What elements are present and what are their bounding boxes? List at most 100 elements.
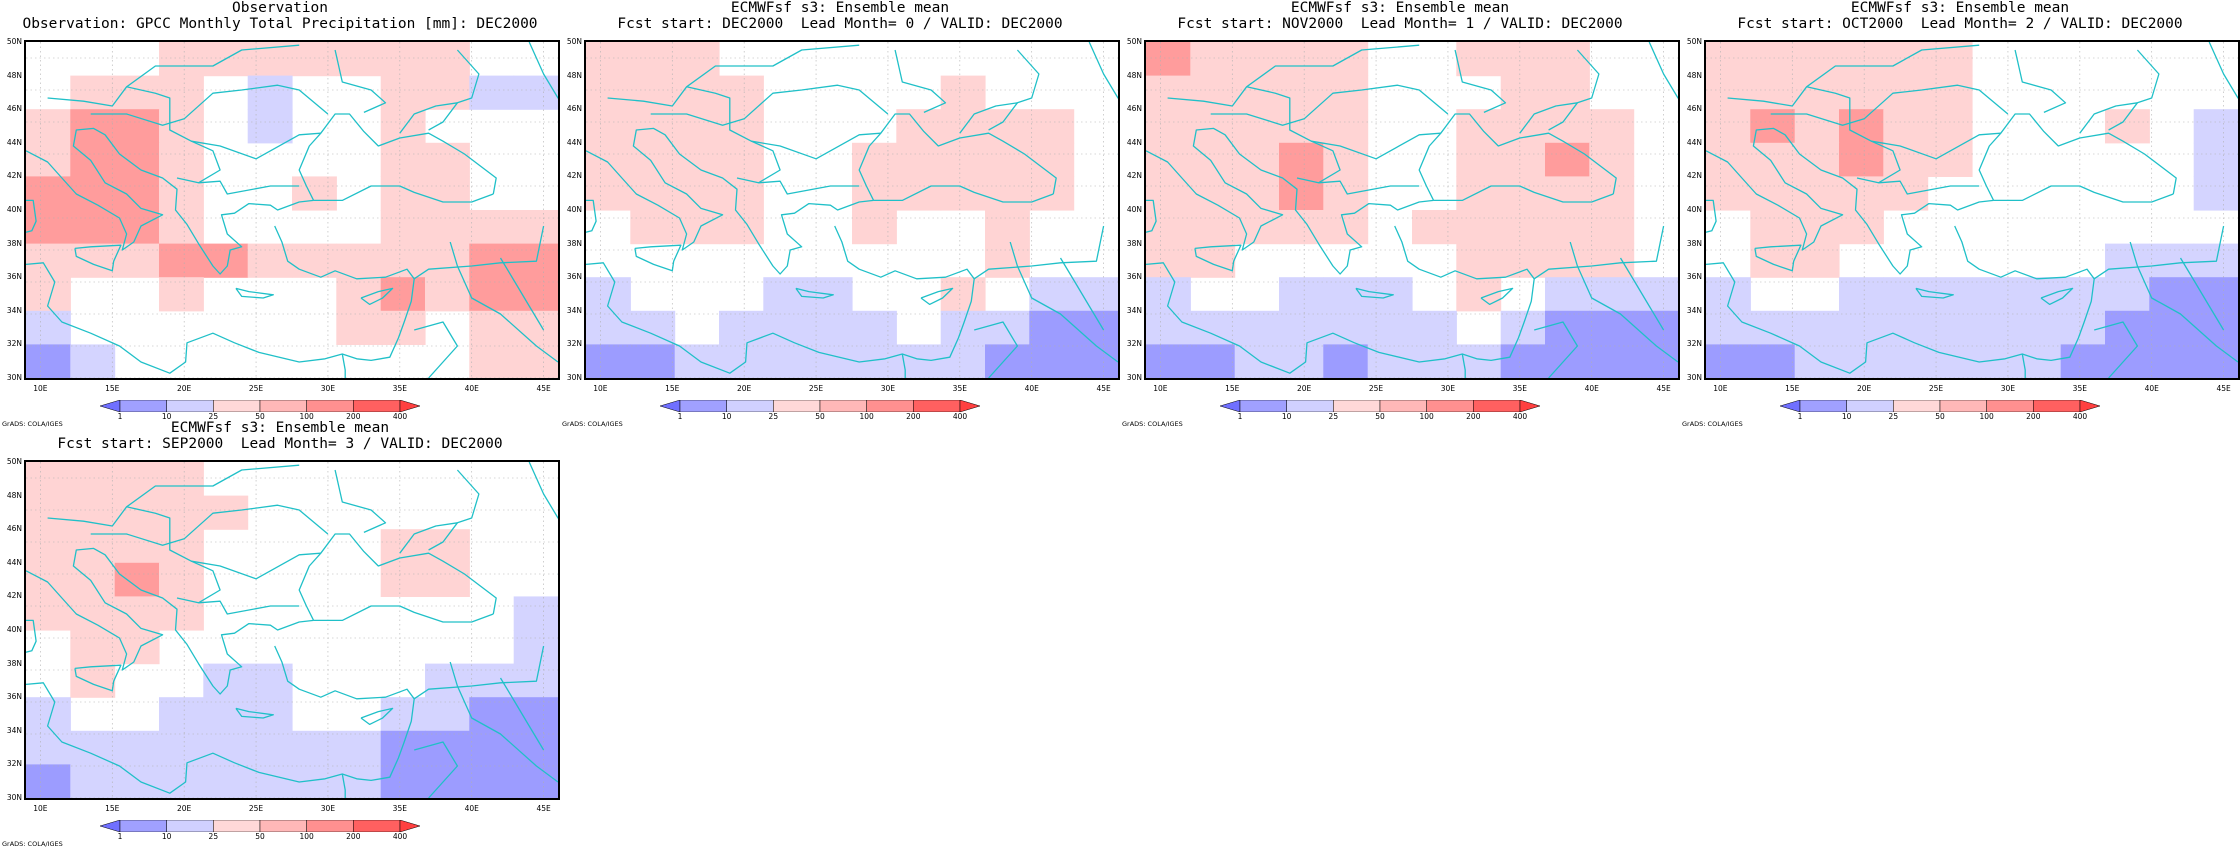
precip-anomaly-cell — [1190, 344, 1236, 378]
coastline — [2014, 49, 2067, 113]
lat-tick-label: 30N — [6, 373, 22, 382]
precip-anomaly-cell — [674, 109, 720, 144]
coastline — [1016, 49, 1040, 104]
lat-tick-label: 38N — [6, 238, 22, 248]
precip-anomaly-cell — [1706, 109, 1751, 144]
coastline — [607, 44, 860, 107]
precip-anomaly-cell — [852, 210, 897, 245]
precip-anomaly-cell — [70, 243, 116, 278]
precip-anomaly-cell — [469, 277, 515, 312]
coastline — [334, 49, 387, 113]
precip-anomaly-cell — [1794, 176, 1840, 211]
precip-anomaly-cell — [425, 42, 470, 77]
colorbar-label: 25 — [208, 832, 219, 841]
precip-anomaly-cell — [1190, 42, 1236, 77]
coastline — [894, 49, 947, 113]
precip-anomaly-cell — [425, 562, 470, 597]
precip-anomaly-cell — [1972, 310, 2017, 345]
precip-anomaly-cell — [70, 210, 116, 245]
precip-anomaly-cell — [1146, 109, 1191, 144]
precip-anomaly-cell — [1706, 142, 1751, 177]
precip-anomaly-cell — [940, 344, 986, 378]
colorbar-label: 400 — [392, 412, 408, 421]
precip-anomaly-cell — [1794, 42, 1840, 77]
coastline — [1296, 177, 1420, 195]
coastline — [1480, 287, 1514, 306]
precip-anomaly-cell — [469, 697, 515, 732]
coastline — [1533, 225, 1665, 280]
colorbar-label: 400 — [952, 412, 968, 421]
coastline — [176, 177, 300, 195]
precip-anomaly-cell — [1190, 210, 1236, 245]
colorbar-segment — [1846, 400, 1894, 412]
map-svg — [586, 42, 1118, 378]
precip-anomaly-cell — [1029, 277, 1075, 312]
lat-tick-label: 50N — [6, 457, 22, 466]
precip-anomaly-cell — [852, 310, 897, 345]
coastline — [399, 102, 459, 134]
precip-anomaly-cell — [70, 764, 116, 798]
lon-tick-label: 25E — [808, 384, 824, 393]
precip-anomaly-cell — [469, 75, 515, 110]
coastline — [1534, 321, 1579, 378]
map-area — [584, 40, 1120, 380]
coastline — [1856, 177, 1980, 195]
colorbar-label: 1 — [117, 412, 123, 421]
precip-anomaly-cell — [159, 42, 204, 77]
precip-anomaly-cell — [336, 243, 382, 278]
precip-anomaly-cell — [114, 529, 160, 564]
precip-anomaly-cell — [469, 243, 515, 278]
precip-anomaly-cell — [1883, 344, 1929, 378]
precip-anomaly-cell — [1545, 344, 1590, 378]
precip-anomaly-cell — [513, 344, 558, 378]
precip-anomaly-cell — [1146, 176, 1191, 211]
precip-anomaly-cell — [159, 495, 204, 530]
colorbar-segment — [213, 820, 261, 832]
precip-anomaly-cell — [674, 42, 720, 77]
precip-anomaly-cell — [425, 277, 470, 312]
precip-anomaly-cell — [1633, 344, 1678, 378]
precip-anomaly-cell — [940, 310, 986, 345]
lat-tick-label: 38N — [1686, 238, 1702, 248]
coastline — [1461, 353, 1466, 378]
precip-anomaly-cell — [1234, 310, 1280, 345]
colorbar-label: 100 — [1419, 412, 1434, 421]
coastline — [499, 257, 545, 331]
precip-anomaly-cell — [1839, 42, 1884, 77]
precip-anomaly-cell — [1927, 310, 1973, 345]
precip-anomaly-cell — [247, 109, 293, 144]
lon-tick-label: 10E — [1713, 384, 1728, 393]
lat-tick-label: 46N — [6, 104, 22, 114]
precip-anomaly-cell — [1073, 344, 1118, 378]
coastline — [528, 462, 558, 519]
lat-tick-label: 46N — [1686, 104, 1702, 114]
precip-anomaly-cell — [2193, 176, 2238, 211]
lon-tick-label: 30E — [1440, 384, 1456, 393]
precip-anomaly-cell — [719, 310, 764, 345]
precip-anomaly-cell — [2193, 344, 2238, 378]
coastline — [1727, 44, 1980, 107]
precip-anomaly-cell — [586, 176, 631, 211]
lat-tick-label: 34N — [1686, 305, 1702, 315]
precip-anomaly-cell — [114, 142, 160, 177]
precip-anomaly-cell — [114, 210, 160, 245]
lat-tick-label: 30N — [1686, 373, 1702, 382]
grads-credit: GrADS: COLA/IGES — [2, 420, 63, 428]
colorbar-label: 400 — [392, 832, 408, 841]
lat-tick-label: 48N — [1686, 70, 1702, 80]
grads-credit: GrADS: COLA/IGES — [562, 420, 623, 428]
precip-anomaly-cell — [70, 75, 116, 110]
precip-anomaly-cell — [2193, 142, 2238, 177]
panel-title-line1: Observation — [231, 0, 329, 16]
colorbar — [1220, 400, 1540, 412]
colorbar-segment — [306, 400, 354, 412]
coastline — [736, 177, 860, 195]
precip-anomaly-cell — [1029, 176, 1075, 211]
colorbar-label: 1 — [677, 412, 683, 421]
colorbar — [100, 400, 420, 412]
lon-tick-label: 25E — [1928, 384, 1944, 393]
precip-anomaly-cell — [1883, 75, 1929, 110]
colorbar-segment — [773, 400, 821, 412]
lon-tick-label: 40E — [1024, 384, 1039, 393]
precip-anomaly-cell — [247, 730, 293, 765]
